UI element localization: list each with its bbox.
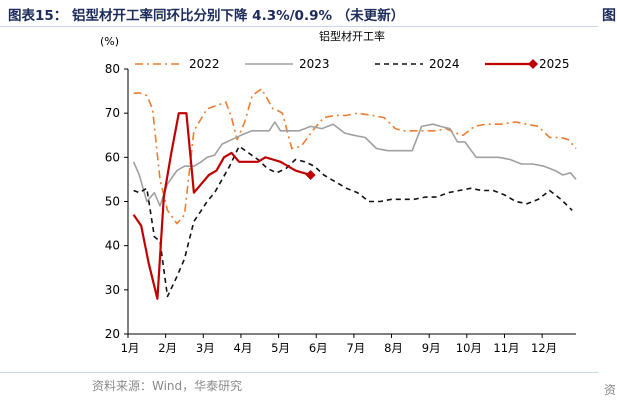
adjacent-column-edge: 图 资 — [602, 5, 617, 400]
series-line-2022 — [133, 88, 577, 225]
source-note: 资料来源：Wind，华泰研究 — [92, 379, 243, 393]
legend-label-2025: 2025 — [539, 57, 570, 71]
adjacent-source-glyph: 资 — [604, 383, 617, 397]
series-line-2023 — [132, 121, 577, 207]
y-tick-label: 40 — [105, 239, 120, 253]
chart-legend: 2022 2023 2024 2025 — [135, 57, 570, 71]
x-tick-label: 5月 — [271, 341, 290, 355]
x-tick-label: 7月 — [346, 341, 365, 355]
figure-caption: 图表15： 铝型材开工率同环比分别下降 4.3%/0.9% （未更新） — [8, 8, 405, 24]
x-tick-label: 6月 — [309, 341, 328, 355]
y-tick-label: 30 — [105, 283, 120, 297]
y-tick-label: 60 — [105, 150, 120, 164]
y-tick-label: 20 — [105, 327, 120, 341]
series-line-2024 — [133, 145, 573, 298]
chart-title: 铝型材开工率 — [319, 29, 385, 43]
x-tick-label: 2月 — [158, 341, 177, 355]
x-tick-label: 8月 — [384, 341, 403, 355]
y-tick-label: 70 — [105, 106, 120, 120]
y-axis-unit: (%) — [100, 35, 119, 48]
line-chart: 铝型材开工率 (%) 20 30 40 50 60 70 80 1月 2月 3月 4月 5月 6月 7月 8月 9… — [100, 29, 577, 355]
figure-caption-bar: 图表15： 铝型材开工率同环比分别下降 4.3%/0.9% （未更新） — [0, 0, 598, 27]
legend-label-2023: 2023 — [299, 57, 330, 71]
x-tick-label: 12月 — [531, 341, 557, 355]
x-tick-label: 9月 — [422, 341, 441, 355]
x-tick-label: 4月 — [234, 341, 253, 355]
y-tick-label: 80 — [105, 62, 120, 76]
adjacent-caption-glyph: 图 — [602, 8, 616, 24]
legend-label-2022: 2022 — [189, 57, 220, 71]
x-tick-label: 10月 — [456, 341, 482, 355]
x-tick-label: 11月 — [493, 341, 519, 355]
legend-marker-2025 — [528, 59, 538, 69]
y-tick-label: 50 — [105, 195, 120, 209]
chart-axes: 铝型材开工率 (%) 20 30 40 50 60 70 80 1月 2月 3月 4月 5月 6月 7月 8月 9… — [100, 29, 576, 355]
x-tick-label: 3月 — [196, 341, 215, 355]
x-tick-label: 1月 — [121, 341, 140, 355]
series-line-2025 — [132, 112, 311, 300]
footer-divider — [0, 372, 598, 373]
series-end-marker-2025 — [305, 170, 316, 180]
legend-label-2024: 2024 — [429, 57, 460, 71]
chart-series — [132, 88, 577, 300]
